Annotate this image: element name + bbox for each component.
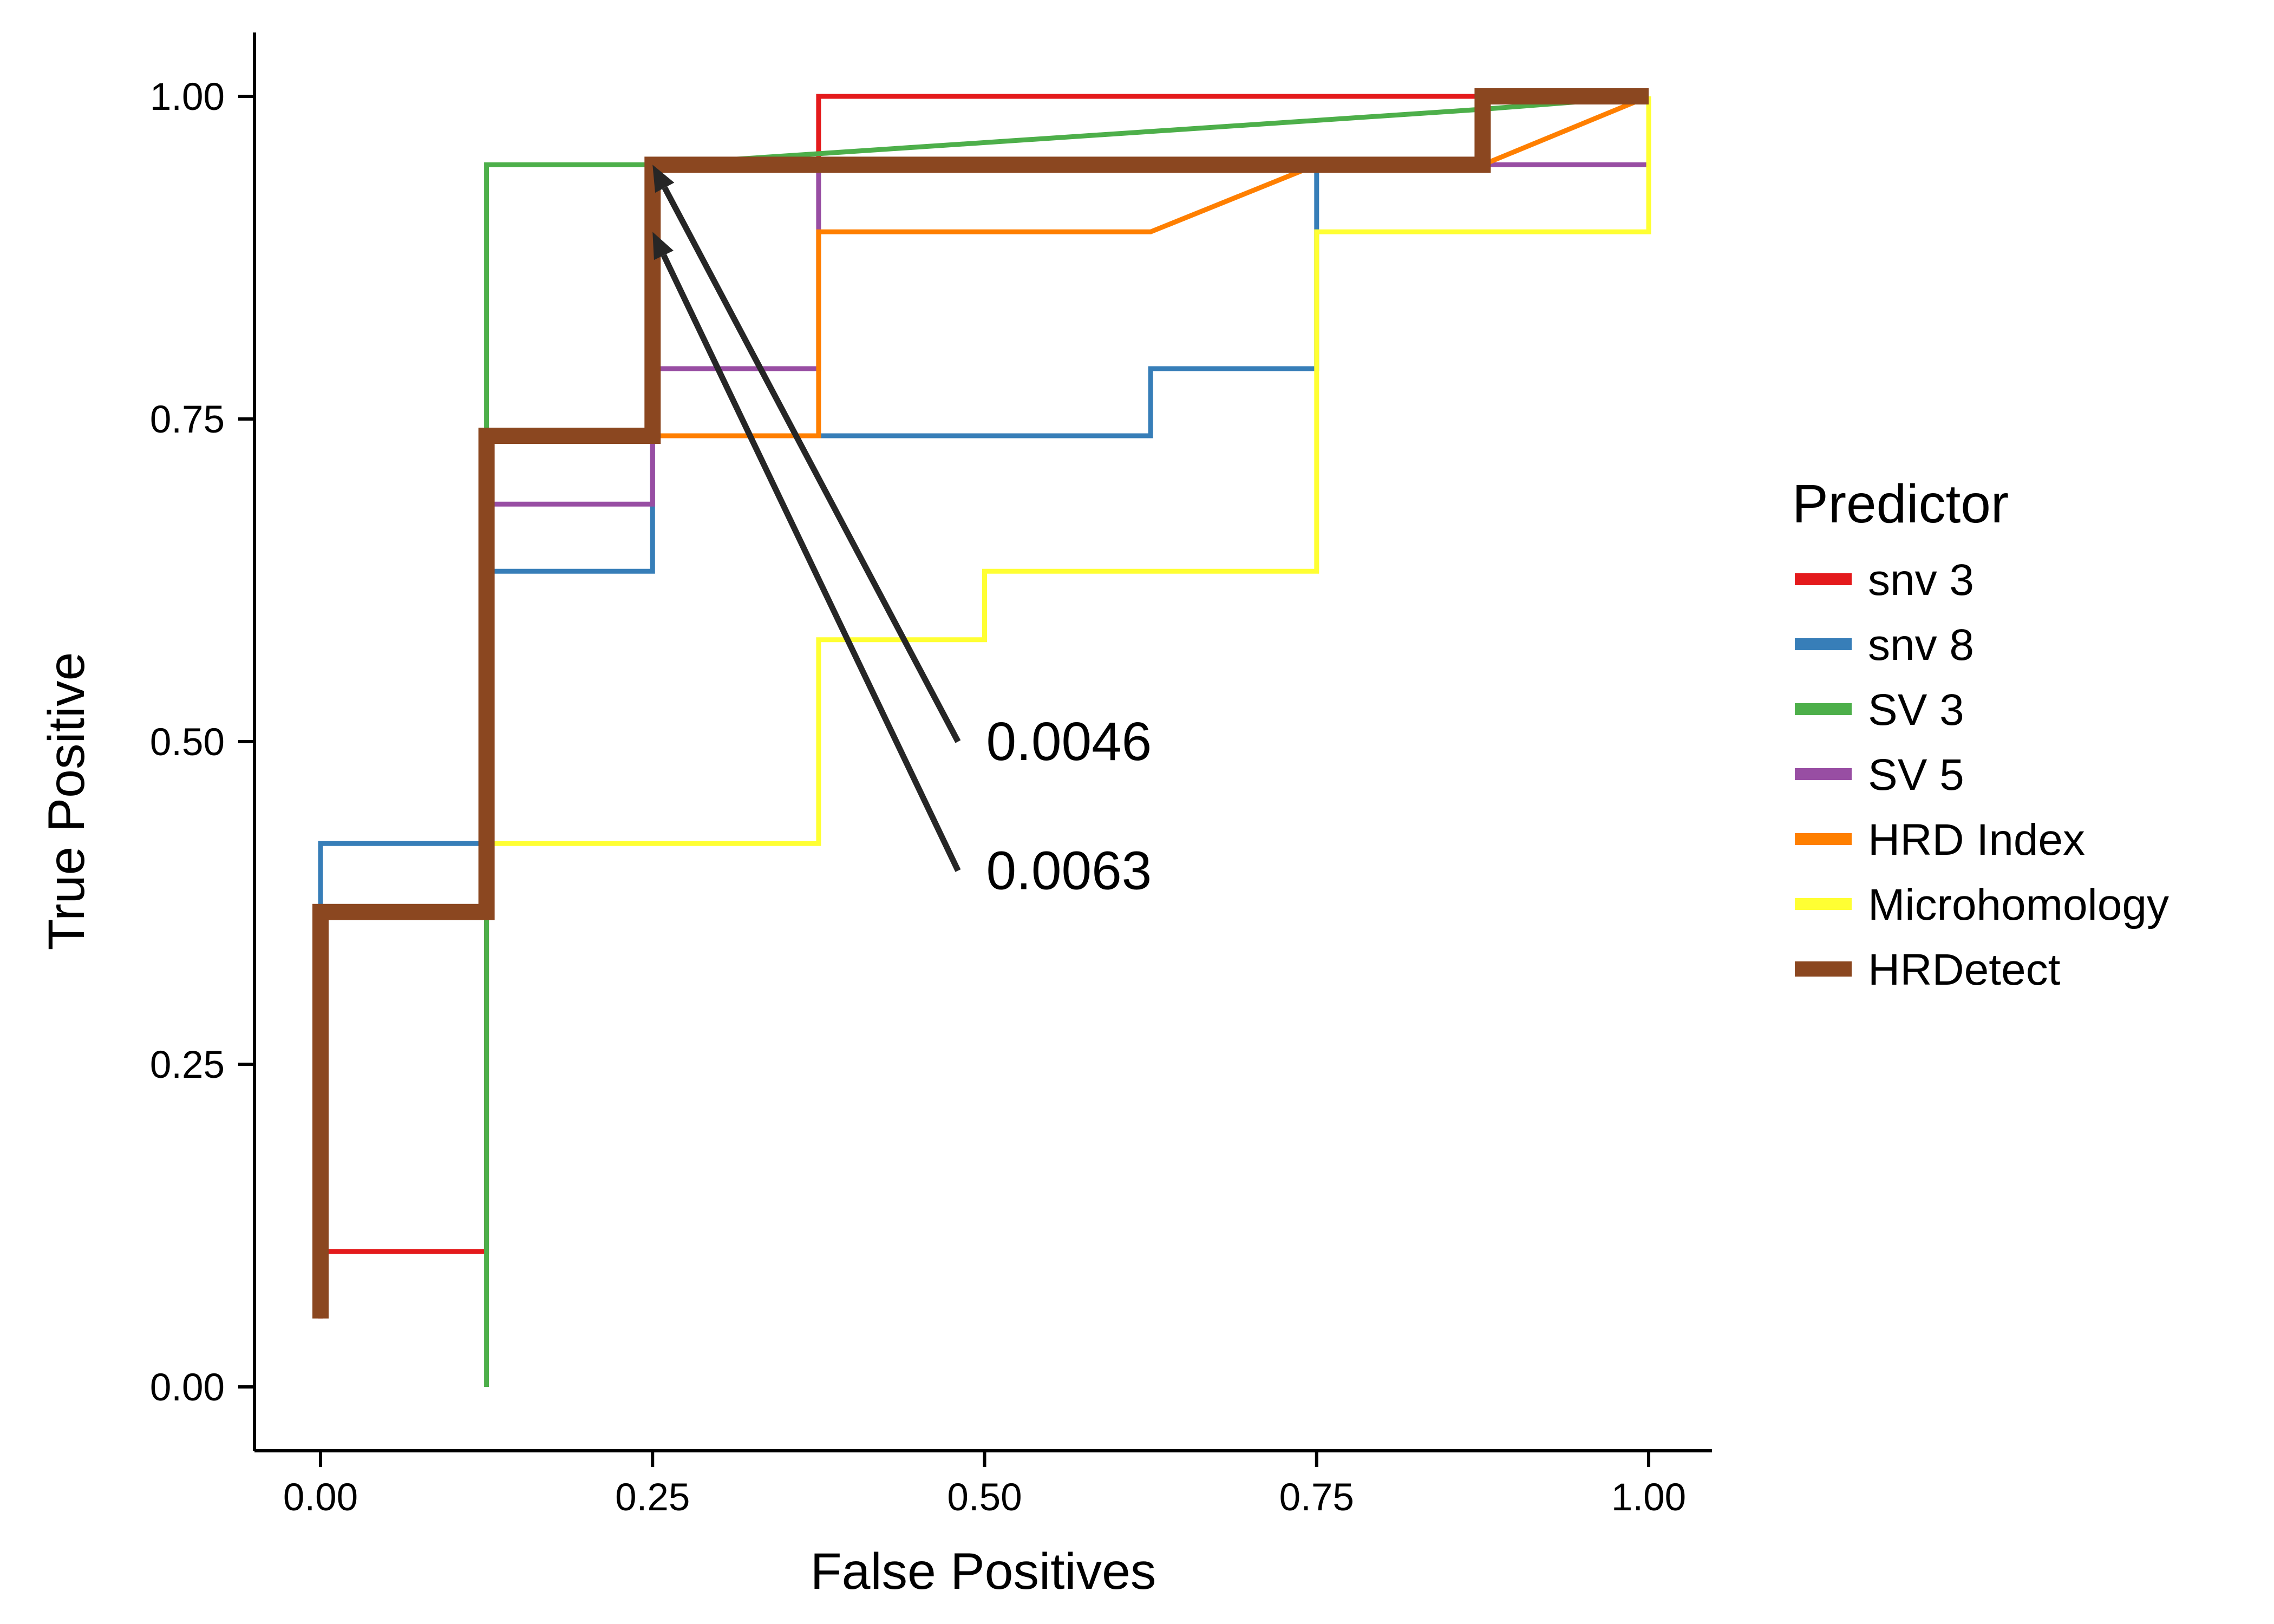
y-ticks: 0.00 0.25 0.50 0.75 1.00 [150, 76, 254, 1409]
legend-label-microhomology: Microhomology [1868, 880, 2169, 929]
legend-label-hrd-index: HRD Index [1868, 815, 2085, 865]
annotation-arrowhead-1 [652, 165, 675, 193]
legend-label-snv-3: snv 3 [1868, 555, 1974, 605]
x-tick-label: 0.50 [947, 1476, 1022, 1519]
y-tick-label: 0.25 [150, 1044, 225, 1086]
x-tick-label: 0.25 [615, 1476, 690, 1519]
y-tick-label: 0.50 [150, 721, 225, 764]
annotation-arrowhead-2 [652, 232, 674, 260]
y-tick-label: 1.00 [150, 76, 225, 119]
legend-label-hrdetect: HRDetect [1868, 945, 2061, 994]
series-line-hrdetect [312, 88, 1649, 1319]
y-tick-label: 0.75 [150, 398, 225, 441]
legend-label-snv-8: snv 8 [1868, 620, 1974, 670]
x-ticks: 0.00 0.25 0.50 0.75 1.00 [283, 1451, 1686, 1519]
y-axis-title: True Positive [38, 652, 95, 951]
series-line-snv-3 [318, 94, 1649, 1319]
legend-label-sv-3: SV 3 [1868, 685, 1964, 735]
y-tick-label: 0.00 [150, 1366, 225, 1409]
series-layer [312, 88, 1651, 1387]
x-tick-label: 1.00 [1611, 1476, 1686, 1519]
x-tick-label: 0.00 [283, 1476, 358, 1519]
annotation-layer: 0.0046 0.0063 [652, 165, 1152, 901]
x-tick-label: 0.75 [1279, 1476, 1354, 1519]
annotation-arrow-1 [662, 186, 961, 743]
legend: Predictor snv 3 snv 8 SV 3 SV 5 HRD Index Mic… [1792, 474, 2169, 994]
x-axis-title: False Positives [811, 1543, 1156, 1600]
annotation-label-1: 0.0046 [986, 711, 1152, 772]
series-line-sv-5 [486, 162, 1649, 507]
annotation-label-2: 0.0063 [986, 840, 1152, 901]
legend-title: Predictor [1792, 474, 2009, 534]
legend-label-sv-5: SV 5 [1868, 750, 1964, 800]
annotation-arrow-2 [661, 254, 961, 872]
series-line-microhomology [486, 96, 1651, 846]
